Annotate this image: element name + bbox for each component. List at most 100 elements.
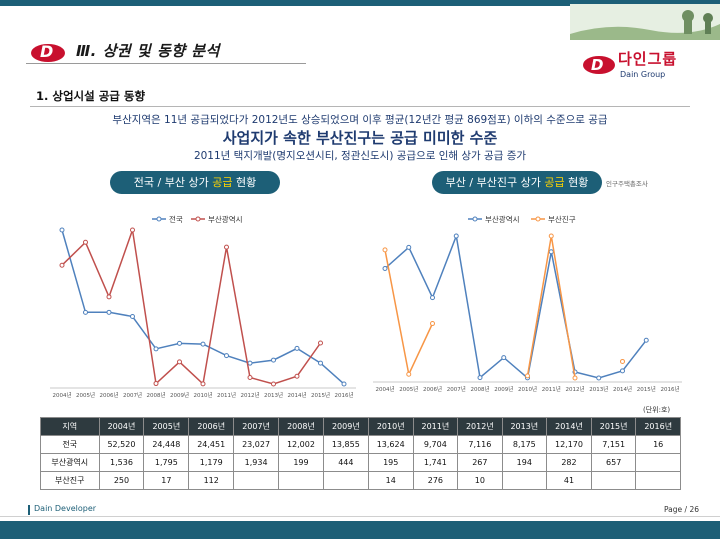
- subtitle-divider: [30, 106, 690, 107]
- chart-1-data-point: [130, 314, 135, 320]
- chart-1-data-point: [177, 359, 182, 365]
- chart-2-x-tick-label: 2013년: [589, 385, 608, 393]
- chart-1-legend-label: 부산광역시: [208, 214, 243, 224]
- left-chart-title-highlight: 공급: [212, 176, 233, 189]
- chart-1-series-line: [61, 229, 345, 385]
- right-chart-title-prefix: 부산 / 부산진구 상가: [445, 176, 545, 189]
- chart-2-series-line: [526, 235, 576, 379]
- chart-1-legend-marker: [195, 216, 201, 222]
- table-cell: 1,179: [188, 453, 235, 472]
- table-cell: 1,536: [98, 453, 145, 472]
- chart-1-data-point: [59, 262, 65, 268]
- table-row-label: 전국: [40, 435, 100, 454]
- unit-note: (단위:호): [643, 406, 671, 414]
- chart-1-data-point: [106, 309, 112, 315]
- table-cell: 282: [546, 453, 592, 472]
- chart-2-x-tick-label: 2015년: [637, 385, 656, 393]
- chart-2-data-point: [572, 375, 578, 381]
- chart-2-x-tick-label: 2010년: [518, 385, 537, 393]
- right-chart-title-highlight: 공급: [544, 176, 565, 189]
- table-cell: [635, 453, 681, 472]
- table-cell: 24,448: [143, 435, 190, 454]
- chart-1-data-point: [271, 381, 276, 387]
- chart-2-data-point: [643, 337, 649, 343]
- chart-1-data-point: [318, 360, 323, 366]
- left-chart-title-badge: 전국 / 부산 상가 공급 현황: [110, 171, 280, 194]
- chart-2-legend-marker: [472, 216, 478, 222]
- chart-2-data-point: [548, 233, 554, 239]
- right-chart-title-badge: 부산 / 부산진구 상가 공급 현황: [432, 171, 602, 194]
- table-row: 부산진구 250 17 112 14 276 10 41: [40, 471, 681, 490]
- table-cell: [278, 471, 324, 490]
- chart-1-legend-label: 전국: [169, 214, 183, 224]
- chart-2-x-tick-label: 2011년: [542, 385, 561, 393]
- table-cell: 199: [278, 453, 324, 472]
- table-header-year: 2014년: [546, 417, 592, 436]
- logo-mark-icon: D: [31, 42, 65, 62]
- brand-mark-icon: D: [583, 56, 615, 74]
- table-row-label: 부산진구: [40, 471, 100, 490]
- chart-2-x-tick-label: 2005년: [399, 385, 418, 393]
- table-header-year: 2010년: [367, 417, 414, 436]
- table-cell: [635, 471, 681, 490]
- table-cell: 7,151: [590, 435, 637, 454]
- chart-2-data-point: [525, 373, 530, 379]
- table-cell: [233, 471, 280, 490]
- table-cell: 12,170: [546, 435, 592, 454]
- table-cell: 9,704: [412, 435, 459, 454]
- table-cell: 10: [457, 471, 503, 490]
- table-cell: [590, 471, 637, 490]
- chart-1-data-point: [271, 357, 276, 363]
- table-header-region: 지역: [40, 417, 100, 436]
- table-cell: 12,002: [278, 435, 324, 454]
- table-cell: 267: [457, 453, 503, 472]
- chart-1-legend-marker: [156, 216, 162, 222]
- right-chart-title-suffix: 현황: [564, 176, 589, 189]
- chart-1-x-tick-label: 2004년: [52, 391, 71, 399]
- footer-developer: Dain Developer: [34, 504, 97, 513]
- table-header-year: 2008년: [278, 417, 324, 436]
- table-header-year: 2006년: [188, 417, 235, 436]
- brand-mark-letter: D: [591, 56, 603, 74]
- top-band: [0, 0, 720, 6]
- chart-2-data-point: [620, 368, 625, 374]
- chart-1-data-point: [153, 381, 159, 387]
- chart-1-x-tick-label: 2007년: [123, 391, 142, 399]
- chart-1-data-point: [294, 373, 300, 379]
- table-header-year: 2012년: [457, 417, 503, 436]
- table-cell: 276: [412, 471, 459, 490]
- chart-2-legend-label: 부산광역시: [485, 214, 520, 224]
- subsection-title: 1. 상업시설 공급 동향: [36, 89, 146, 103]
- summary-line-3: 2011년 택지개발(명지오션시티, 정관신도시) 공급으로 인해 상가 공급 …: [193, 150, 527, 162]
- chart-1-data-point: [247, 375, 253, 381]
- section-title: Ⅲ. 상권 및 동향 분석: [76, 42, 220, 60]
- table-cell: 657: [590, 453, 637, 472]
- chart-2-x-tick-label: 2014년: [613, 385, 632, 393]
- supply-data-table: 지역 2004년 2005년 2006년 2007년 2008년 2009년 2010년 201…: [40, 417, 681, 490]
- table-cell: 1,934: [233, 453, 280, 472]
- table-cell: 23,027: [233, 435, 280, 454]
- chart-1-data-point: [200, 341, 206, 347]
- chart-1-x-tick-label: 2005년: [76, 391, 95, 399]
- chart-1-x-tick-label: 2011년: [217, 391, 236, 399]
- chart-1-data-point: [294, 345, 300, 351]
- table-header-year: 2005년: [143, 417, 190, 436]
- chart-1-x-tick-label: 2009년: [170, 391, 189, 399]
- table-cell: 8,175: [501, 435, 548, 454]
- page-number: Page / 26: [664, 505, 699, 514]
- table-header-year: 2004년: [98, 417, 145, 436]
- chart-2-data-point: [382, 247, 388, 253]
- left-chart-title-suffix: 현황: [232, 176, 257, 189]
- chart-2-x-tick-label: 2004년: [375, 385, 394, 393]
- table-cell: 16: [635, 435, 681, 454]
- chart-1-data-point: [83, 309, 88, 315]
- table-header-year: 2015년: [590, 417, 637, 436]
- table-header-year: 2016년: [635, 417, 681, 436]
- brand-subtitle: Dain Group: [620, 70, 666, 79]
- chart-2-data-point: [596, 375, 602, 381]
- chart-2-data-point: [406, 371, 412, 377]
- chart-1-data-point: [224, 244, 229, 250]
- chart-2-data-point: [477, 375, 483, 381]
